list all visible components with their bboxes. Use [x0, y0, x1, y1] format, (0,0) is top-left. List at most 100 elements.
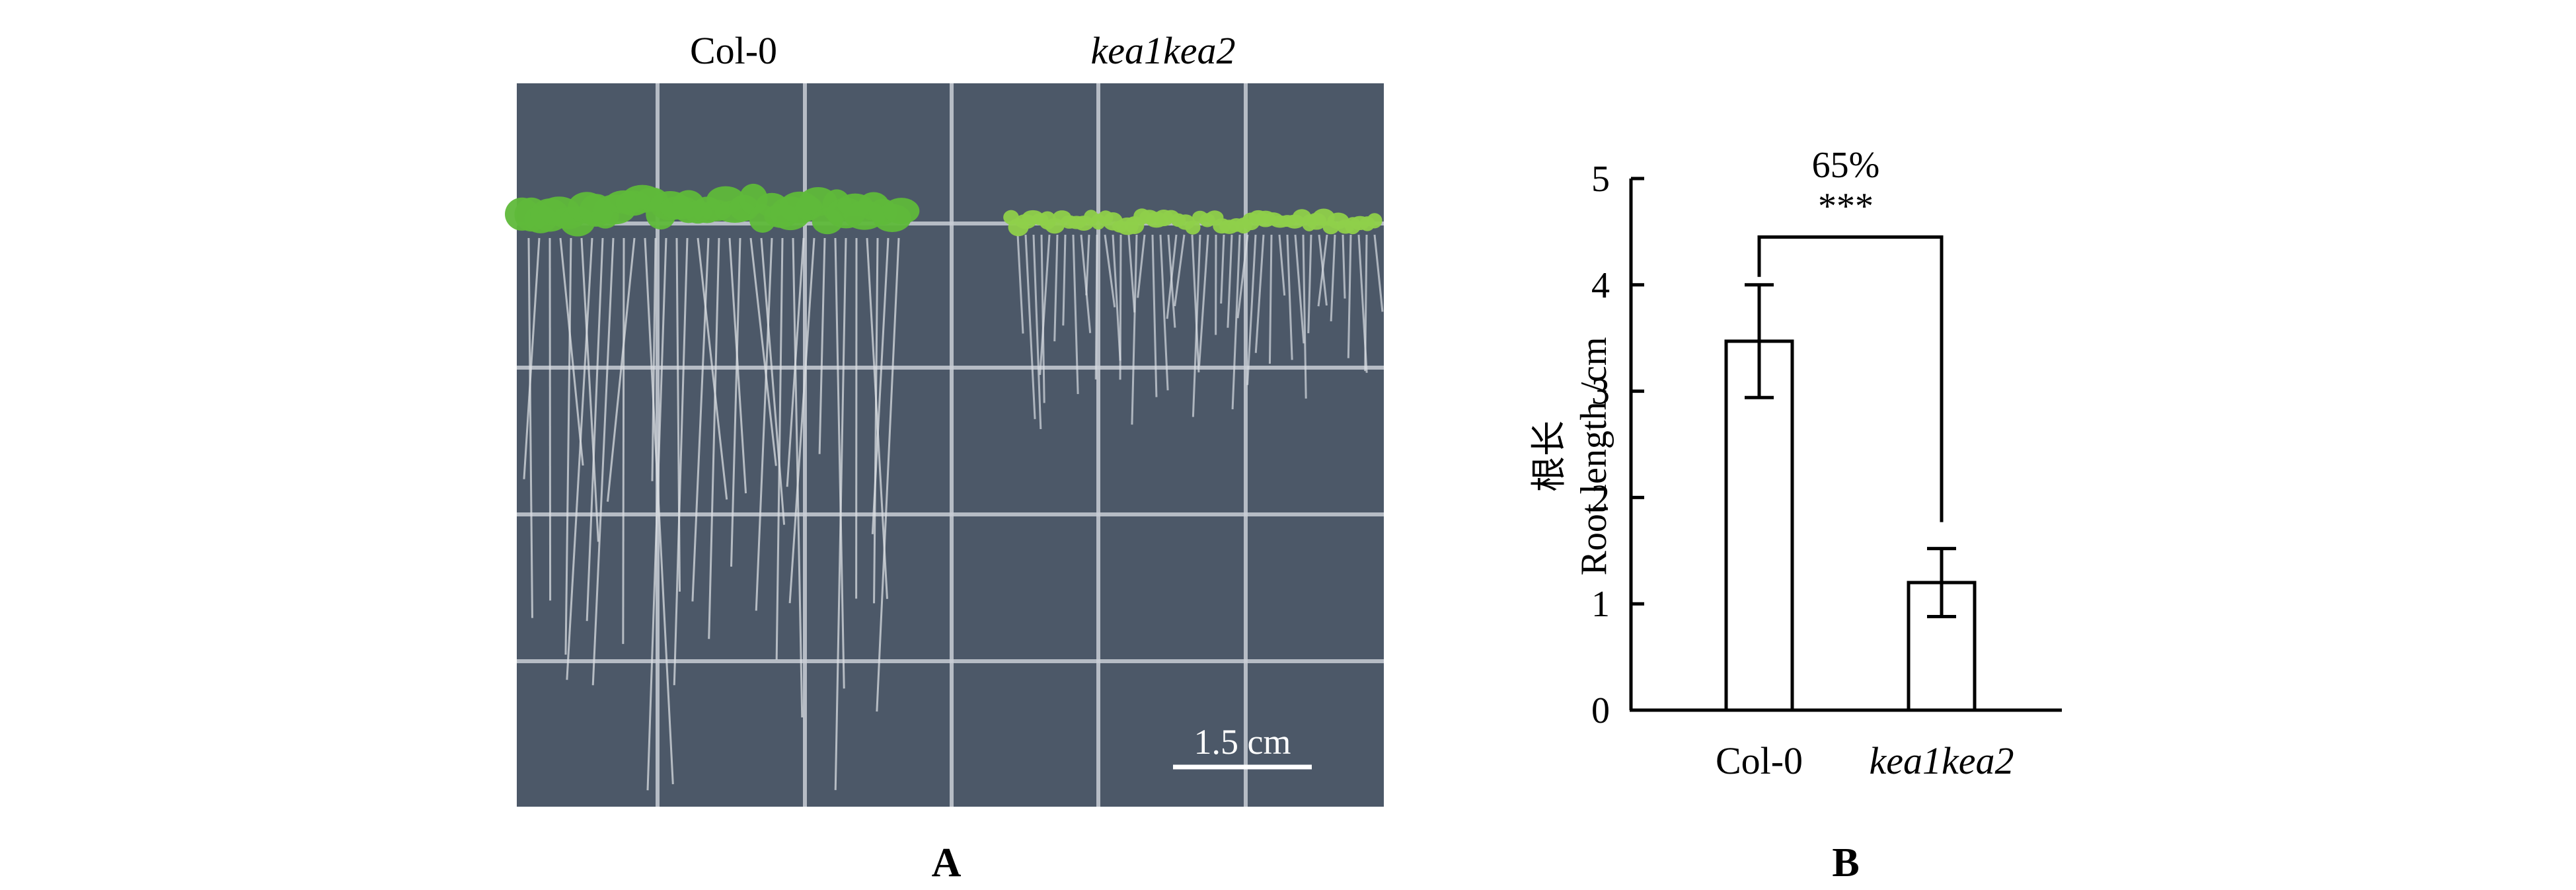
panel-a-label: A: [932, 840, 962, 885]
root: [788, 237, 815, 604]
root: [1294, 234, 1305, 344]
root: [673, 237, 689, 686]
annotation-significance: ***: [1818, 186, 1874, 227]
root: [564, 237, 572, 655]
root: [1032, 234, 1042, 429]
bar-chart: 0 1 2 3 4 5 Col-0 kea1kea2: [1591, 159, 2062, 782]
root: [1236, 234, 1249, 319]
root: [1016, 234, 1024, 334]
root: [818, 237, 826, 454]
root: [873, 237, 879, 604]
leaf: [1367, 213, 1383, 229]
root: [1231, 234, 1241, 409]
root: [527, 237, 533, 618]
root: [651, 237, 657, 481]
root: [728, 237, 747, 494]
root: [1246, 234, 1257, 385]
root: [1085, 234, 1090, 296]
root: [566, 237, 593, 680]
root: [1159, 234, 1169, 391]
y-axis-title-english: Root length /cm: [1573, 337, 1614, 576]
root: [586, 237, 604, 622]
col0-label: Col-0: [690, 29, 777, 72]
root: [691, 237, 710, 602]
root: [591, 237, 615, 686]
root: [786, 237, 805, 487]
root: [1317, 234, 1328, 307]
mutant-label: kea1kea2: [1091, 29, 1236, 72]
scale-bar-label: 1.5 cm: [1194, 722, 1291, 762]
root: [1198, 234, 1209, 366]
panel-b-label: B: [1832, 840, 1859, 885]
panel-a: Col-0 kea1kea2 1.5 cm A: [505, 29, 1384, 885]
root: [730, 237, 741, 567]
root: [1342, 234, 1346, 299]
leaf: [1185, 220, 1201, 235]
root: [1024, 234, 1036, 419]
root: [1192, 234, 1201, 417]
y-tick-label: 5: [1591, 159, 1610, 200]
root: [1227, 234, 1233, 328]
y-tick-label: 3: [1591, 372, 1610, 413]
y-axis-title-chinese: 根长: [1529, 421, 1569, 492]
root: [1080, 234, 1092, 333]
root: [1330, 234, 1336, 322]
root: [646, 237, 667, 791]
x-tick-label: kea1kea2: [1870, 739, 2014, 782]
root: [760, 237, 786, 525]
significance-bracket: [1757, 235, 1944, 522]
root: [1254, 234, 1265, 353]
root: [1373, 234, 1384, 312]
panel-b: 根长 Root length /cm 0 1 2 3 4 5 Col-0 kea1kea2 6…: [1529, 145, 2062, 885]
plate-photo: 1.5 cm: [505, 83, 1384, 807]
root: [1062, 234, 1067, 326]
root: [834, 237, 845, 689]
root: [1039, 234, 1051, 376]
root: [1131, 234, 1138, 425]
root: [1151, 234, 1158, 397]
root: [749, 237, 777, 466]
root: [1347, 234, 1352, 358]
y-tick-label: 0: [1591, 690, 1610, 731]
root: [1307, 234, 1312, 333]
y-tick-label: 4: [1591, 265, 1610, 306]
root: [580, 237, 599, 542]
root: [1072, 234, 1079, 394]
root: [523, 237, 541, 479]
root: [1302, 234, 1307, 399]
root: [1191, 234, 1200, 373]
root: [1104, 234, 1116, 307]
y-axis-title: 根长 Root length /cm: [1529, 337, 1614, 576]
root: [1174, 234, 1186, 307]
root: [1137, 234, 1146, 298]
root: [871, 237, 890, 534]
root: [622, 237, 625, 644]
root: [1286, 234, 1293, 360]
root: [775, 237, 784, 660]
root: [1364, 234, 1368, 372]
root: [1094, 234, 1098, 380]
seedling-leaves: [505, 183, 1383, 237]
root: [697, 237, 728, 500]
annotation-percent: 65%: [1812, 145, 1880, 186]
x-tick-label: Col-0: [1716, 739, 1803, 782]
root: [1268, 234, 1273, 364]
root: [1278, 234, 1286, 296]
root: [755, 237, 773, 611]
bar: [1724, 339, 1794, 712]
root: [644, 237, 674, 784]
seedling-roots: [523, 234, 1384, 791]
root: [607, 237, 636, 502]
root: [1220, 234, 1225, 304]
root: [708, 237, 720, 639]
y-tick-label: 1: [1591, 584, 1610, 625]
root: [1166, 234, 1178, 319]
root: [1119, 234, 1122, 380]
root: [834, 237, 847, 790]
root: [876, 237, 900, 712]
y-tick-label: 2: [1591, 477, 1610, 518]
root: [1053, 234, 1059, 342]
leaf: [883, 198, 920, 224]
root: [1127, 234, 1136, 313]
